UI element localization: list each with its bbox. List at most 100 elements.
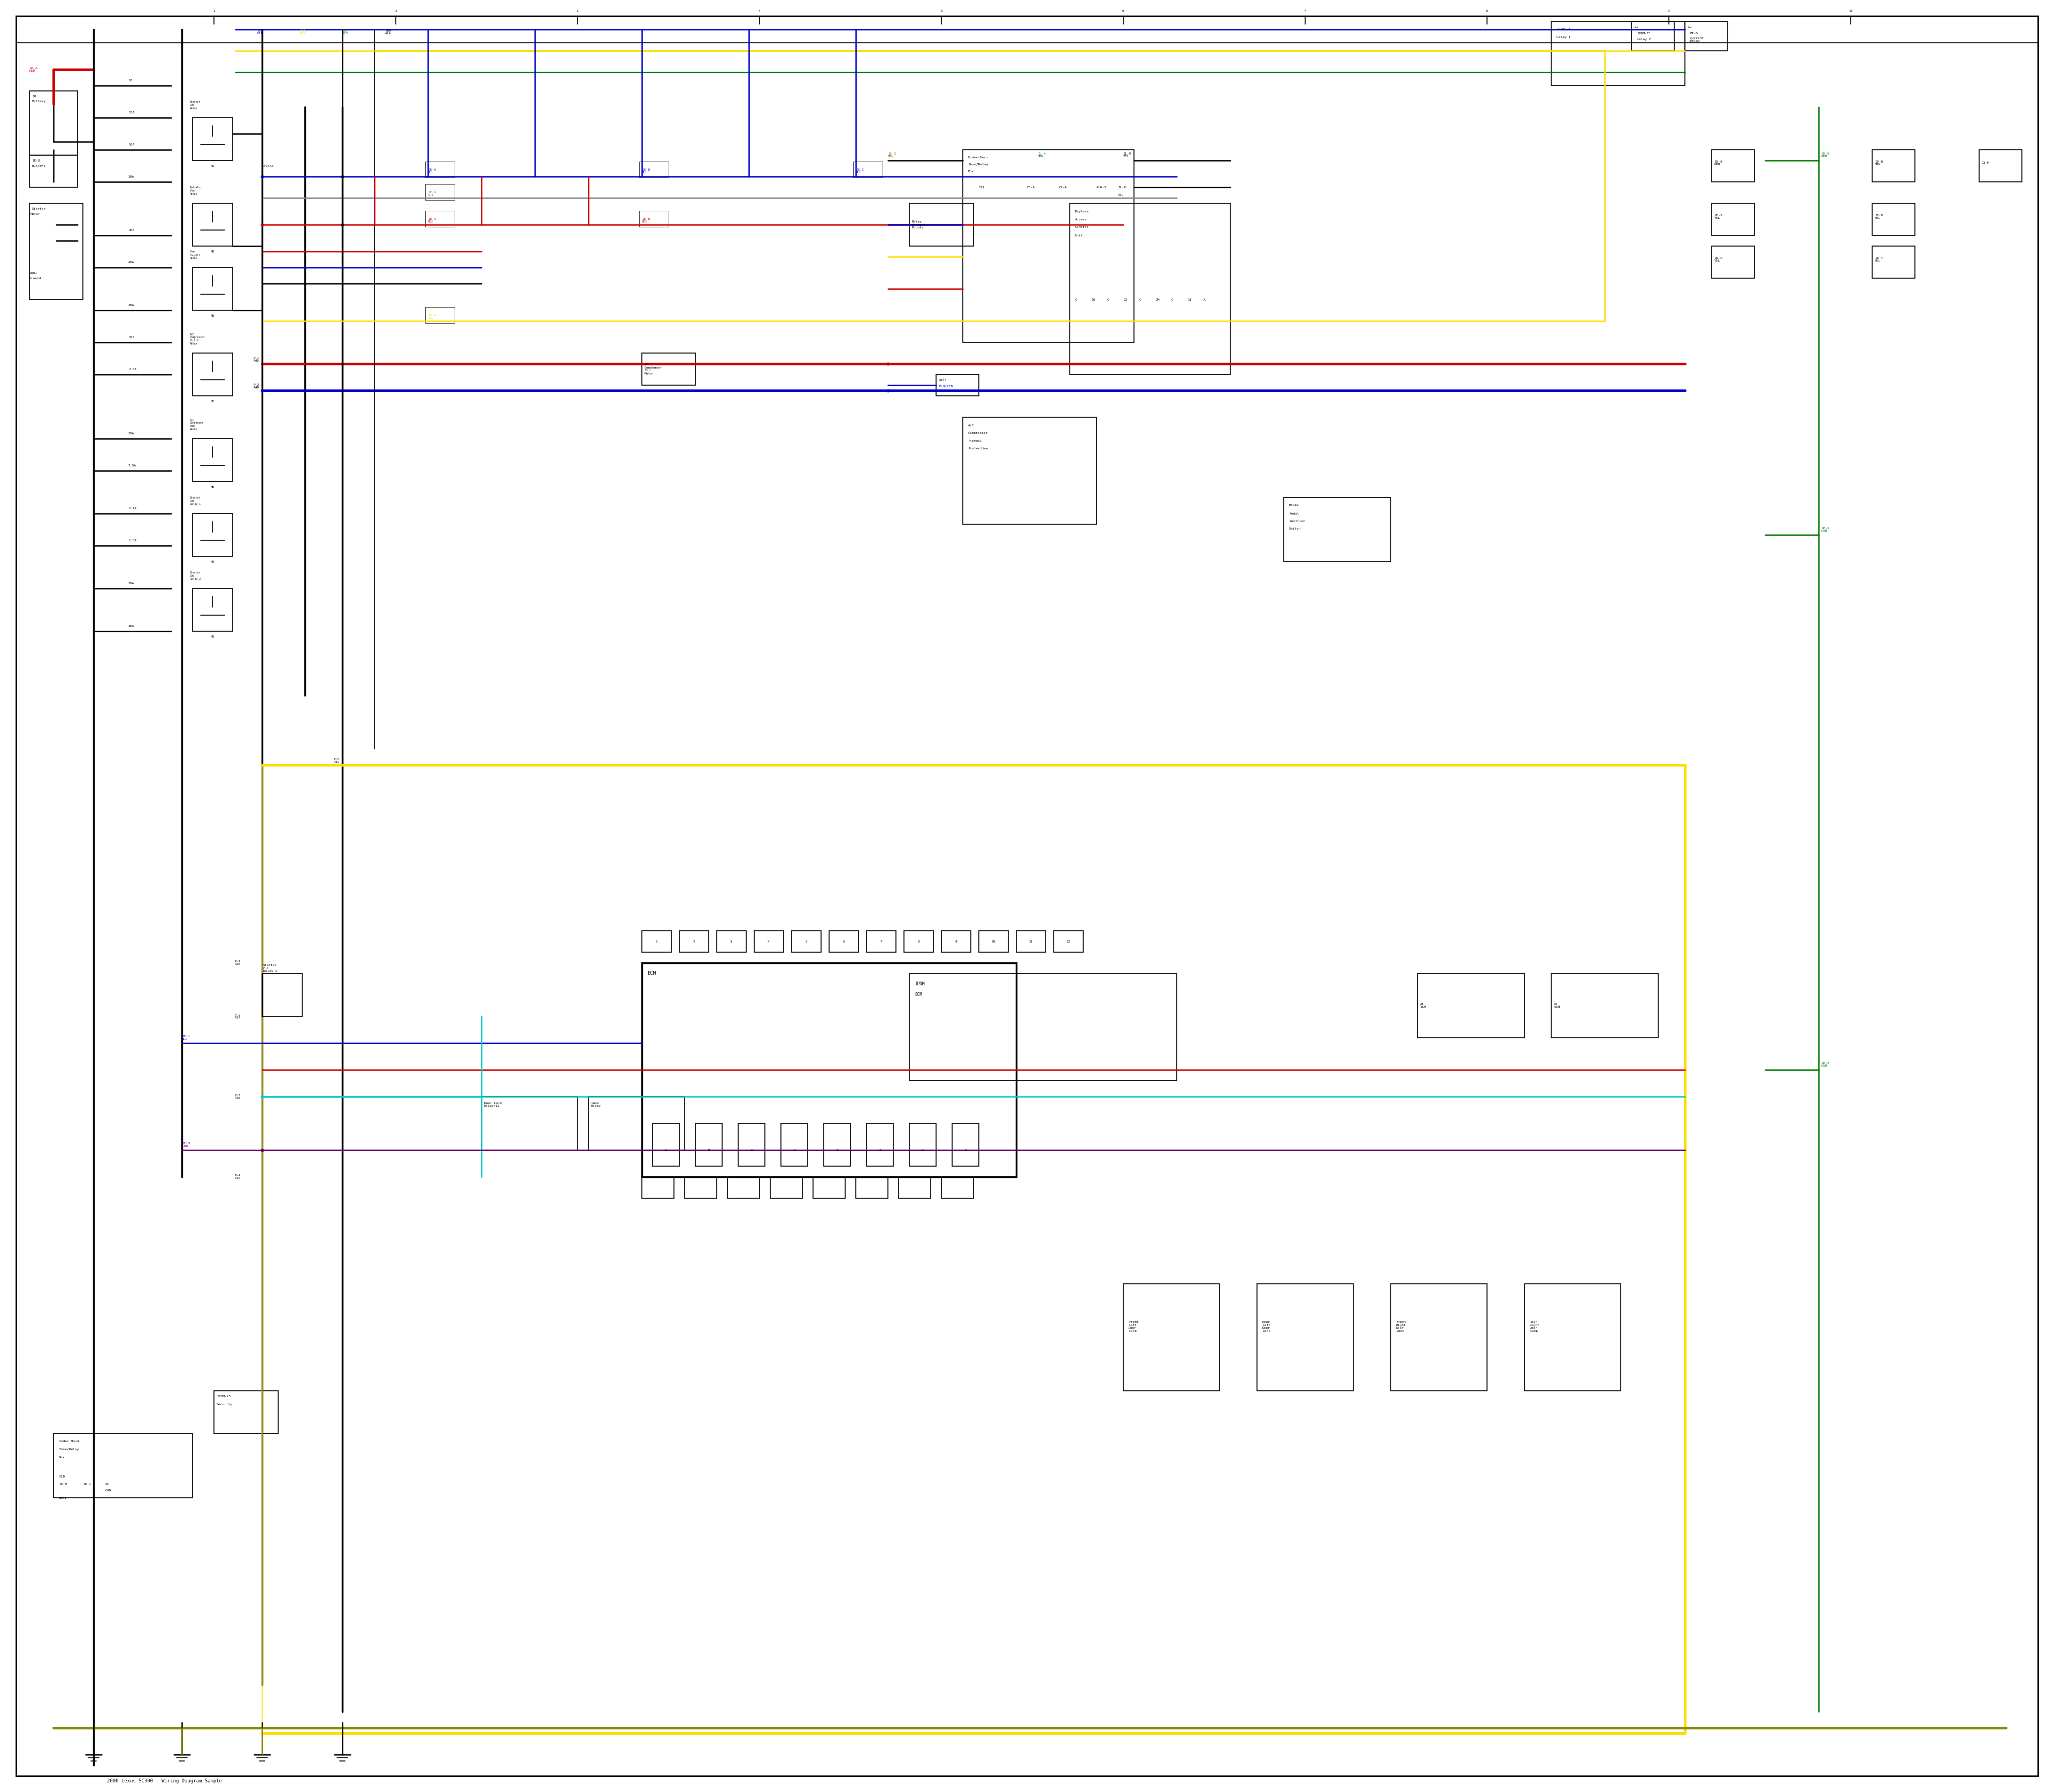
Bar — [481, 1097, 577, 1150]
Bar — [680, 930, 709, 952]
Text: IE-A
GRY: IE-A GRY — [427, 190, 435, 197]
Bar — [193, 514, 232, 556]
Bar — [1017, 930, 1045, 952]
Bar — [824, 1124, 850, 1167]
Text: Keyless: Keyless — [1074, 210, 1089, 213]
Text: 15A: 15A — [127, 335, 134, 339]
Text: ECM: ECM — [914, 993, 922, 998]
Bar — [29, 91, 78, 156]
Text: Compressor: Compressor — [967, 432, 988, 435]
Text: ECM: ECM — [647, 971, 655, 977]
Text: M0: M0 — [210, 251, 214, 253]
Bar — [941, 930, 972, 952]
Bar — [941, 1177, 974, 1199]
Text: ELD: ELD — [60, 1475, 66, 1478]
Text: 2000 Lexus SC300 - Wiring Diagram Sample: 2000 Lexus SC300 - Wiring Diagram Sample — [107, 1779, 222, 1783]
Text: IL-R: IL-R — [1117, 186, 1126, 188]
Bar — [857, 1177, 887, 1199]
Text: L2: L2 — [1688, 25, 1692, 29]
Bar — [953, 1124, 980, 1167]
Bar — [425, 306, 454, 323]
Text: Box: Box — [967, 170, 974, 172]
Bar — [29, 156, 78, 186]
Text: 30A: 30A — [127, 176, 134, 177]
Bar — [1524, 1283, 1621, 1391]
Text: 10: 10 — [1091, 297, 1095, 301]
Text: Protection: Protection — [967, 446, 988, 450]
Bar — [641, 962, 1017, 1177]
Bar — [263, 973, 302, 1016]
Text: A/C
Condenser
Fan
Relay: A/C Condenser Fan Relay — [189, 419, 203, 430]
Bar — [696, 1124, 723, 1167]
Bar — [653, 1124, 680, 1167]
Bar — [1124, 1283, 1220, 1391]
Text: C2-4: C2-4 — [1060, 186, 1068, 188]
Bar — [1070, 202, 1230, 375]
Bar — [867, 1124, 893, 1167]
Text: IPDM-75: IPDM-75 — [216, 1394, 230, 1398]
Text: 10: 10 — [127, 79, 131, 82]
Bar — [639, 211, 670, 228]
Text: Position: Position — [1290, 520, 1304, 523]
Text: L1: L1 — [1635, 25, 1639, 29]
Text: 2M: 2M — [1154, 297, 1158, 301]
Bar — [754, 930, 785, 952]
Bar — [193, 353, 232, 396]
Bar — [53, 1434, 193, 1498]
Bar — [193, 267, 232, 310]
Text: IE-A
YEL: IE-A YEL — [1715, 256, 1723, 262]
Text: 10: 10 — [1849, 9, 1853, 13]
Text: Starter: Starter — [33, 208, 45, 210]
Text: 5c: 5c — [105, 1484, 109, 1486]
Text: S001: S001 — [60, 1496, 68, 1500]
Text: P-3
A18: P-3 A18 — [234, 1093, 240, 1100]
Text: IE-A
YEL: IE-A YEL — [427, 314, 435, 319]
Text: Ground: Ground — [29, 276, 41, 280]
Text: Pedal: Pedal — [1290, 513, 1298, 514]
Text: Under Hood: Under Hood — [60, 1441, 78, 1443]
Bar — [425, 185, 454, 201]
Bar — [910, 973, 1177, 1081]
Text: C49: C49 — [105, 1489, 111, 1493]
Bar — [852, 161, 883, 177]
Text: IE-B
GRN: IE-B GRN — [1822, 152, 1830, 158]
Text: 11: 11 — [1029, 941, 1033, 943]
Text: Thermal: Thermal — [967, 441, 982, 443]
Bar — [641, 1177, 674, 1199]
Text: 15A
A22: 15A A22 — [300, 29, 306, 36]
Text: M1: M1 — [210, 165, 214, 167]
Bar — [1711, 246, 1754, 278]
Text: Starter
Cut
Relay 2: Starter Cut Relay 2 — [189, 572, 201, 581]
Text: P-4
A19: P-4 A19 — [234, 1174, 240, 1179]
Text: 10A
A23: 10A A23 — [343, 29, 349, 36]
Text: C3-M: C3-M — [1982, 161, 1990, 165]
Text: P-5
A32: P-5 A32 — [333, 758, 339, 763]
Text: Switch: Switch — [1290, 527, 1300, 530]
Text: 2.5A: 2.5A — [127, 367, 136, 371]
Bar — [1284, 498, 1391, 561]
Text: IE-B
GRN: IE-B GRN — [1715, 159, 1723, 167]
Text: Door Lock
Relay/11: Door Lock Relay/11 — [485, 1102, 501, 1107]
Bar — [1551, 973, 1658, 1038]
Text: Front
Left
Door
Lock: Front Left Door Lock — [1128, 1321, 1138, 1333]
Bar — [980, 930, 1009, 952]
Text: Battery: Battery — [33, 100, 45, 102]
Text: BT-G: BT-G — [1690, 32, 1699, 34]
Text: IE-A
RED: IE-A RED — [427, 217, 435, 224]
Text: 7.5A: 7.5A — [127, 464, 136, 466]
Bar — [813, 1177, 844, 1199]
Bar — [1257, 1283, 1354, 1391]
Bar — [587, 1097, 684, 1150]
Bar — [193, 588, 232, 631]
Bar — [781, 1124, 807, 1167]
Text: Starter
Cut
Relay: Starter Cut Relay — [189, 100, 201, 109]
Text: IE-J
BLU: IE-J BLU — [183, 1034, 189, 1041]
Text: C3-A: C3-A — [1027, 186, 1035, 188]
Text: 30A: 30A — [127, 582, 134, 584]
Bar — [770, 1177, 803, 1199]
Text: Unit: Unit — [1074, 235, 1082, 237]
Text: 1.5A: 1.5A — [127, 539, 136, 541]
Bar — [425, 161, 454, 177]
Text: 20A
A24: 20A A24 — [386, 29, 390, 36]
Bar — [904, 930, 933, 952]
